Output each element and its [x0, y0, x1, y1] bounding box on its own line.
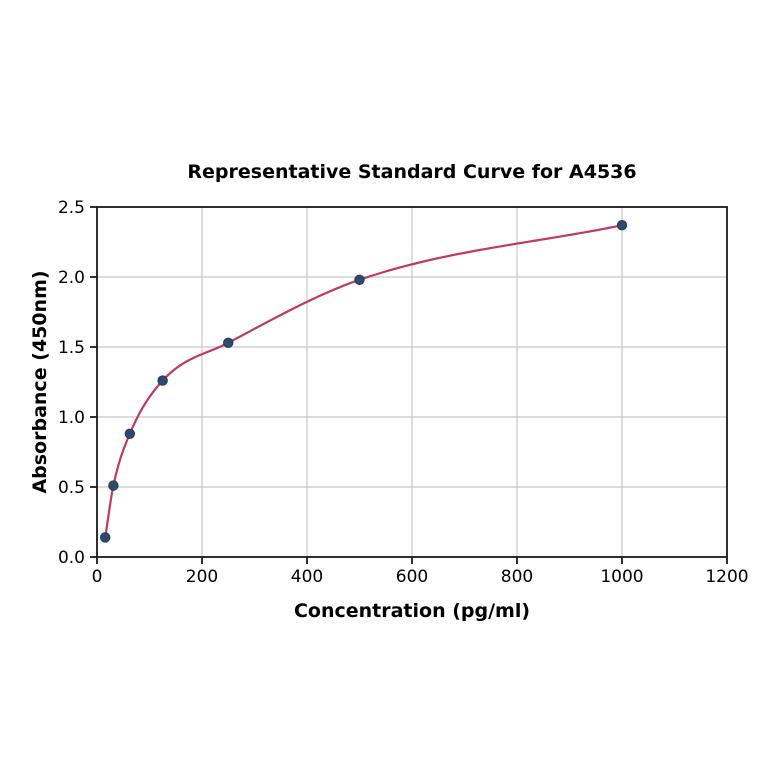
x-tick-label: 200 — [186, 567, 218, 587]
x-tick-label: 0 — [92, 567, 103, 587]
y-tick-label: 1.5 — [58, 338, 85, 358]
x-tick-label: 600 — [396, 567, 428, 587]
data-points — [99, 220, 628, 543]
x-tick-label: 800 — [501, 567, 533, 587]
y-tick-label: 2.0 — [58, 268, 85, 288]
x-tick-label: 400 — [291, 567, 323, 587]
data-point-marker — [108, 480, 119, 491]
data-point-marker — [616, 220, 628, 231]
axis-ticks — [90, 206, 728, 564]
fitted-curve-line — [104, 224, 624, 539]
data-point-marker — [354, 274, 365, 285]
grid-lines — [97, 207, 727, 557]
chart-title: Representative Standard Curve for A4536 — [187, 161, 637, 183]
y-tick-label: 2.5 — [58, 198, 85, 218]
y-tick-label: 0.0 — [58, 548, 85, 568]
data-point-marker — [124, 428, 136, 439]
y-tick-label: 0.5 — [58, 478, 85, 498]
axis-tick-labels: 0 200 400 600 800 1000 1200 0.0 0.5 1.0 1.5 2.0 2.5 — [58, 198, 749, 587]
x-tick-label: 1200 — [705, 567, 748, 587]
data-point-marker — [157, 375, 168, 386]
data-point-marker — [99, 532, 111, 543]
y-tick-label: 1.0 — [58, 408, 85, 428]
x-tick-label: 1000 — [600, 567, 643, 587]
x-axis-label: Concentration (pg/ml) — [293, 600, 531, 622]
data-point-marker — [223, 337, 234, 348]
